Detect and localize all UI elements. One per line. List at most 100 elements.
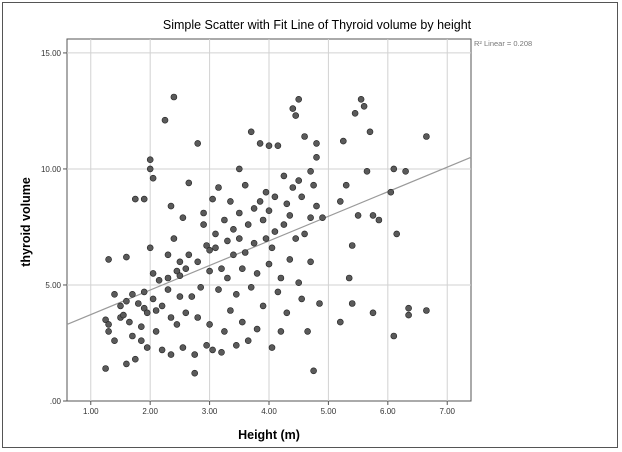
x-tick-label: 2.00 xyxy=(142,407,158,416)
data-point xyxy=(152,307,160,314)
data-point xyxy=(268,344,276,351)
data-point xyxy=(298,295,306,303)
data-point xyxy=(277,328,285,335)
data-point xyxy=(265,142,273,149)
data-point xyxy=(292,112,300,119)
data-point xyxy=(146,156,154,163)
x-tick-label: 1.00 xyxy=(83,407,99,416)
data-point xyxy=(259,302,267,310)
data-point xyxy=(319,214,326,221)
data-point xyxy=(307,258,314,266)
data-point xyxy=(155,276,163,284)
data-point xyxy=(135,300,142,307)
data-point xyxy=(146,165,154,173)
x-tick-label: 7.00 xyxy=(439,407,455,416)
data-point xyxy=(307,214,314,221)
data-point xyxy=(265,207,273,214)
data-point xyxy=(369,212,377,219)
data-point xyxy=(313,140,320,147)
data-point xyxy=(102,316,109,324)
data-point xyxy=(206,321,213,328)
data-point xyxy=(224,274,231,282)
data-point xyxy=(140,304,148,312)
y-tick-label: .00 xyxy=(50,397,62,406)
data-point xyxy=(313,154,320,161)
data-point xyxy=(363,168,371,175)
data-point xyxy=(143,344,151,351)
data-point xyxy=(209,346,216,354)
data-point xyxy=(123,297,130,305)
data-point xyxy=(387,188,395,196)
data-point xyxy=(143,309,151,317)
data-point xyxy=(149,295,157,303)
data-point xyxy=(280,172,288,180)
data-point xyxy=(390,165,398,173)
data-point xyxy=(111,290,118,298)
data-point xyxy=(423,133,430,140)
data-point xyxy=(218,348,225,356)
data-point xyxy=(140,195,148,203)
data-point xyxy=(185,179,193,187)
data-point xyxy=(132,195,139,203)
data-point xyxy=(230,226,237,233)
data-point xyxy=(289,105,297,112)
data-point xyxy=(215,286,222,293)
y-tick-label: 10.00 xyxy=(41,165,62,174)
data-point xyxy=(227,198,234,205)
data-point xyxy=(298,193,306,201)
data-point xyxy=(105,328,112,335)
data-point xyxy=(167,314,175,321)
data-point xyxy=(149,270,157,277)
data-point xyxy=(268,244,276,252)
data-point xyxy=(247,283,255,291)
data-point xyxy=(173,321,181,328)
data-point xyxy=(256,140,264,147)
data-point xyxy=(138,337,145,345)
x-axis-ticks: 1.00 2.00 3.00 4.00 5.00 6.00 7.00 xyxy=(83,401,456,416)
fit-line-label: R² Linear = 0.208 xyxy=(474,39,532,48)
y-tick-label: 15.00 xyxy=(41,49,62,58)
data-point xyxy=(209,195,216,203)
data-point xyxy=(348,300,356,307)
data-point xyxy=(369,309,377,317)
data-point xyxy=(313,202,320,210)
data-point xyxy=(236,235,243,242)
data-point xyxy=(176,258,184,266)
data-point xyxy=(241,181,249,189)
data-point xyxy=(158,346,166,354)
data-point xyxy=(203,341,210,349)
data-point xyxy=(188,293,196,300)
data-point xyxy=(105,321,112,328)
data-point xyxy=(164,251,172,259)
data-point xyxy=(310,181,317,189)
data-point xyxy=(256,198,264,205)
data-point xyxy=(194,140,201,147)
data-point xyxy=(393,230,401,238)
data-point xyxy=(339,137,347,145)
data-point xyxy=(132,355,139,363)
data-point xyxy=(173,267,181,275)
data-point xyxy=(140,288,148,296)
data-point xyxy=(149,174,157,182)
data-point xyxy=(179,214,187,221)
data-point xyxy=(176,293,184,300)
data-point xyxy=(221,328,228,335)
data-point xyxy=(170,93,178,101)
x-tick-label: 5.00 xyxy=(321,407,337,416)
data-point xyxy=(179,344,187,351)
chart-title: Simple Scatter with Fit Line of Thyroid … xyxy=(163,18,472,32)
data-point xyxy=(244,221,252,228)
data-point xyxy=(336,318,344,326)
data-point xyxy=(307,168,314,175)
y-axis-label: thyroid volume xyxy=(19,177,33,267)
data-point xyxy=(262,188,270,196)
data-point xyxy=(402,168,409,175)
x-tick-label: 6.00 xyxy=(380,407,396,416)
data-point xyxy=(236,209,243,217)
data-point xyxy=(200,221,207,228)
data-point xyxy=(390,332,398,340)
x-axis-label: Height (m) xyxy=(238,428,300,442)
data-point xyxy=(206,267,213,275)
data-point xyxy=(301,133,308,140)
